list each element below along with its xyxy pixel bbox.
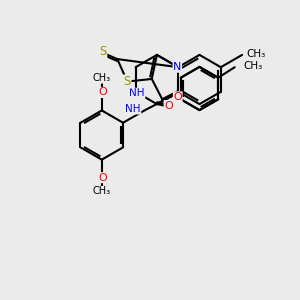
Text: S: S (124, 75, 131, 88)
Text: O: O (173, 92, 182, 102)
Text: CH₃: CH₃ (243, 61, 262, 71)
Text: NH: NH (125, 104, 141, 114)
Text: NH: NH (129, 88, 145, 98)
Text: O: O (98, 88, 107, 98)
Text: CH₃: CH₃ (247, 49, 266, 59)
Text: O: O (98, 173, 107, 183)
Text: CH₃: CH₃ (93, 187, 111, 196)
Text: CH₃: CH₃ (93, 73, 111, 83)
Text: N: N (173, 62, 182, 72)
Text: S: S (99, 44, 107, 58)
Text: O: O (164, 100, 173, 111)
